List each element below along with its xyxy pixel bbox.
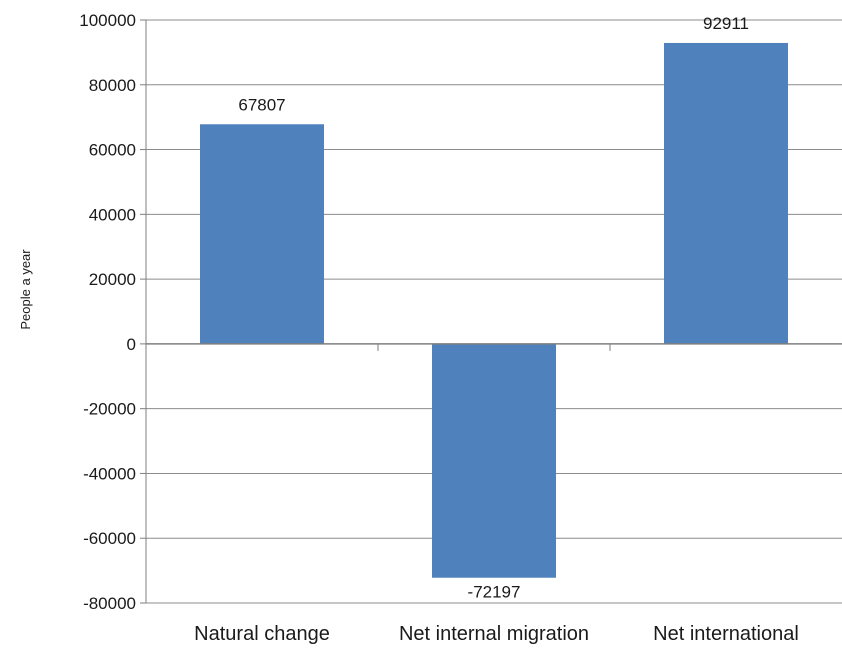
data-label: 92911 [703,14,749,33]
y-tick-label: -80000 [83,594,136,613]
bar [200,124,324,344]
bar [664,42,788,344]
data-label: 67807 [238,95,285,114]
category-label: Net internal migration [399,623,589,645]
y-tick-label: 80000 [89,76,136,95]
y-tick-label: -40000 [83,464,136,483]
category-labels: Natural change Net internal migration Net … [194,623,799,645]
y-tick-label: 20000 [89,270,136,289]
y-tick-label: 0 [127,335,136,354]
data-labels: 67807 -72197 92911 [238,14,749,602]
y-axis-title: People a year [18,249,33,330]
category-tick-marks [377,343,611,351]
bar [432,343,556,578]
data-label: -72197 [468,583,521,602]
y-tick-label: -20000 [83,400,136,419]
y-tick-label: -60000 [83,529,136,548]
category-label: Net international [653,623,799,645]
y-tick-label: 40000 [89,205,136,224]
category-label: Natural change [194,623,330,645]
y-tick-labels: 100000 80000 60000 40000 20000 0 -20000 -40000 -… [79,11,136,613]
y-tick-label: 60000 [89,141,136,160]
bars [200,42,788,578]
y-tick-label: 100000 [79,11,136,30]
